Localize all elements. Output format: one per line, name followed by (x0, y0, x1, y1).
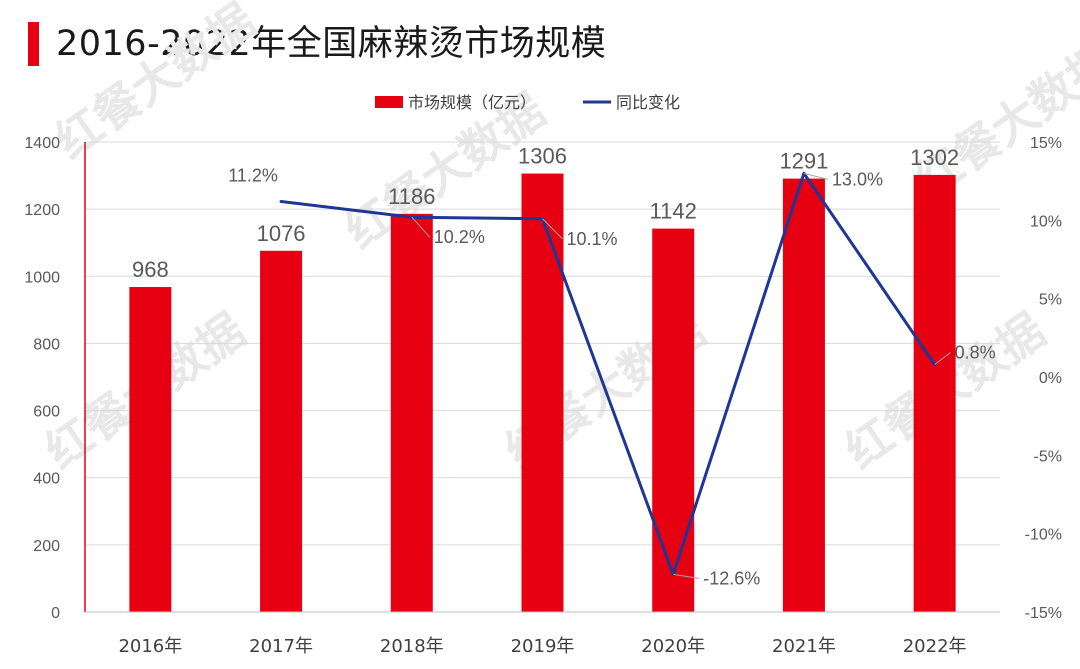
y-left-tick-label: 0 (51, 605, 60, 622)
y-right-tick-label: 5% (1039, 292, 1062, 309)
x-tick-label: 2019年 (511, 636, 575, 657)
x-tick-label: 2016年 (118, 636, 182, 657)
label-leader-line (542, 218, 563, 240)
y-right-tick-label: 10% (1030, 213, 1062, 230)
bar-value-label: 1291 (779, 149, 828, 174)
y-left-tick-label: 200 (33, 538, 60, 555)
legend-line-label: 同比变化 (616, 93, 680, 112)
bar-value-label: 1142 (650, 199, 697, 224)
x-tick-label: 2017年 (249, 636, 313, 657)
label-leader-line (673, 573, 700, 579)
y-left-tick-label: 1400 (24, 135, 60, 152)
y-right-tick-label: -10% (1025, 527, 1062, 544)
y-left-tick-label: 1200 (24, 202, 60, 219)
bar (260, 250, 303, 612)
yoy-value-label: 11.2% (228, 166, 278, 186)
bar (652, 228, 695, 612)
label-leader-line (411, 216, 431, 238)
legend-bar-label: 市场规模（亿元） (408, 93, 536, 112)
legend-bar-swatch (375, 96, 403, 108)
bar-value-label: 968 (132, 257, 169, 282)
bar (390, 213, 433, 613)
x-tick-label: 2020年 (641, 636, 705, 657)
y-right-tick-label: 0% (1039, 370, 1062, 387)
x-tick-label: 2022年 (903, 636, 967, 657)
x-tick-label: 2018年 (380, 636, 444, 657)
yoy-line (280, 171, 936, 576)
y-right-tick-label: -5% (1034, 448, 1062, 465)
bar-series (129, 173, 956, 613)
bar-value-label: 1076 (257, 221, 306, 246)
yoy-value-label: -12.6% (703, 568, 760, 588)
yoy-value-label: 10.1% (567, 229, 618, 249)
yoy-value-label: 10.2% (434, 227, 485, 247)
y-left-tick-label: 600 (33, 404, 60, 421)
bar-value-label: 1186 (388, 184, 435, 209)
title-accent-bar (28, 22, 39, 66)
legend: 市场规模（亿元） 同比变化 (375, 93, 680, 112)
bar-value-label: 1306 (518, 144, 567, 169)
y-left-tick-label: 400 (33, 471, 60, 488)
x-tick-label: 2021年 (772, 636, 836, 657)
bar (129, 287, 172, 612)
yoy-value-label: 0.8% (955, 342, 996, 362)
bar (521, 173, 564, 613)
label-leader-line (934, 352, 951, 365)
watermark-text: 红餐大数据 (45, 0, 264, 169)
data-labels: 968 1076 1186 1306 1142 1291 1302 11.2% 10.2% 10.… (132, 144, 996, 589)
page-title: 2016-2022年全国麻辣烫市场规模 (56, 24, 607, 64)
bar-value-label: 1302 (910, 145, 959, 170)
y-left-tick-label: 1000 (24, 269, 60, 286)
label-leader-line (803, 172, 829, 180)
y-right-tick-label: 15% (1030, 135, 1062, 152)
bar (782, 178, 825, 613)
bar (913, 174, 956, 612)
axes: 0 200 400 600 800 1000 1200 1400 -15% -10% -5% 0% 5%… (24, 135, 1062, 657)
yoy-point (279, 200, 283, 204)
y-left-tick-label: 800 (33, 336, 60, 353)
y-right-tick-label: -15% (1025, 605, 1062, 622)
yoy-value-label: 13.0% (832, 169, 883, 189)
